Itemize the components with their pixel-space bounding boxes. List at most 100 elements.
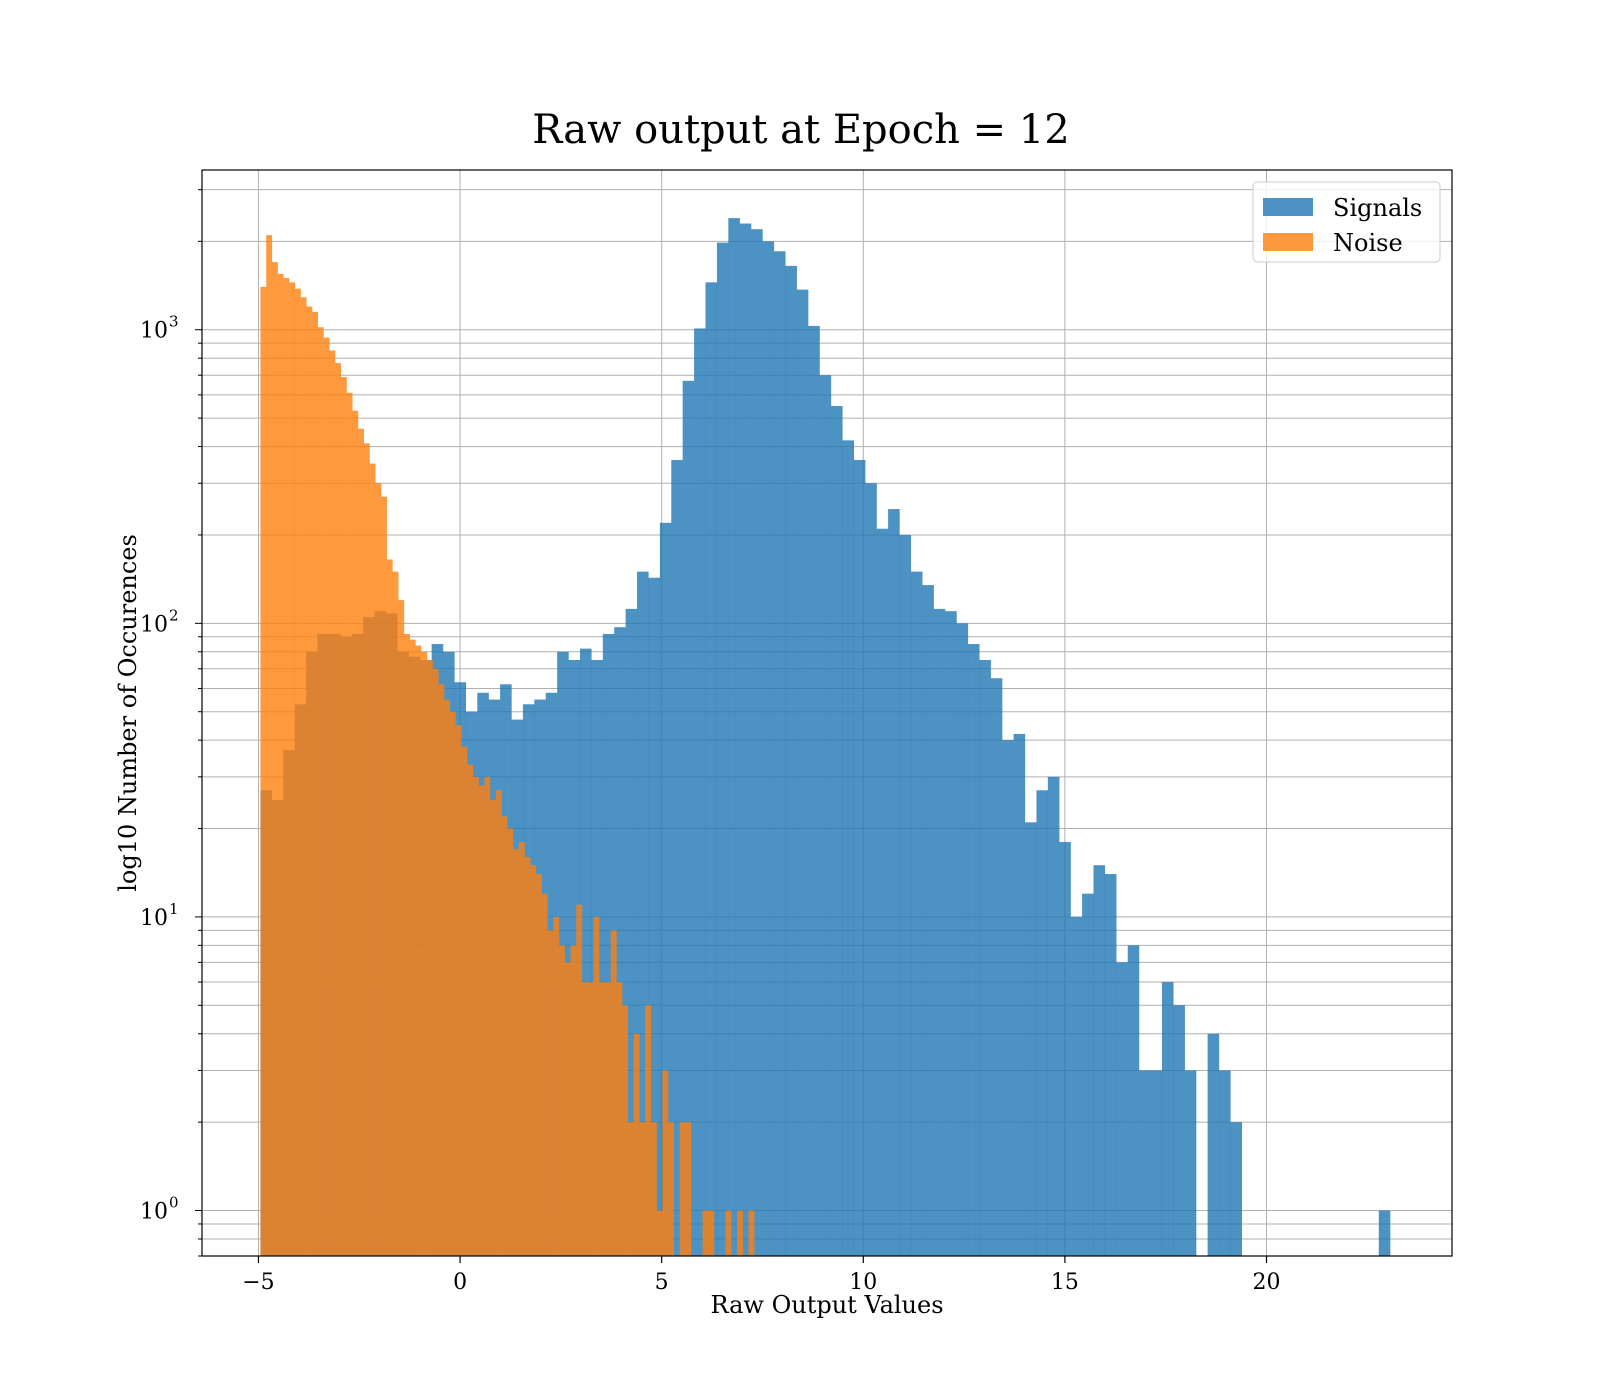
histogram-bar <box>438 684 445 1256</box>
histogram-bar <box>625 608 638 1256</box>
legend-swatch <box>1263 198 1313 216</box>
histogram-bar <box>1059 841 1071 1256</box>
histogram-bar <box>599 982 606 1256</box>
histogram-bar <box>329 350 336 1256</box>
histogram-bar <box>579 648 592 1256</box>
histogram-bar <box>461 746 468 1256</box>
histogram-bar <box>933 608 946 1256</box>
histogram-bar <box>472 776 479 1256</box>
histogram-bar <box>751 229 763 1256</box>
x-tick-label: −5 <box>242 1270 274 1295</box>
histogram-bar <box>507 828 514 1256</box>
histogram-bar <box>785 265 797 1256</box>
histogram-bar <box>1070 916 1083 1256</box>
histogram-bar <box>541 893 548 1256</box>
histogram-bar <box>277 273 284 1256</box>
y-tick-exponent: 0 <box>169 1194 179 1212</box>
y-tick-exponent: 2 <box>169 606 179 624</box>
histogram-bar <box>404 633 410 1256</box>
histogram-bar <box>1207 1033 1220 1256</box>
histogram-bar <box>340 377 347 1256</box>
histogram-bar <box>1139 1070 1151 1256</box>
histogram-bar <box>819 375 832 1257</box>
histogram-bar <box>352 410 359 1256</box>
histogram-bar <box>762 241 775 1257</box>
histogram-bar <box>610 930 617 1256</box>
histogram-bar <box>990 678 1003 1256</box>
legend: Signals Noise <box>1252 181 1441 263</box>
histogram-bar <box>593 916 600 1256</box>
histogram-bar <box>1116 962 1128 1256</box>
histogram-bar <box>381 496 387 1256</box>
x-axis-label: Raw Output Values <box>710 1291 943 1319</box>
histogram-bar <box>1150 1070 1163 1256</box>
histogram-bar <box>650 1122 657 1256</box>
x-tick-label: 0 <box>453 1270 467 1295</box>
histogram-bar <box>708 1210 715 1256</box>
histogram-bar <box>602 633 615 1256</box>
histogram-bar <box>1230 1122 1242 1256</box>
histogram-bar <box>1002 740 1014 1256</box>
histogram-bar <box>1219 1070 1231 1256</box>
histogram-bar <box>831 405 843 1256</box>
histogram-bar <box>375 483 382 1256</box>
histogram-bar <box>716 242 729 1257</box>
y-tick-label: 10 <box>140 319 168 344</box>
histogram-bar <box>662 1070 669 1256</box>
histogram-bar <box>1127 945 1140 1256</box>
histogram-bar <box>682 380 695 1256</box>
histogram-bar <box>728 218 740 1257</box>
histogram-bar <box>773 251 786 1257</box>
histogram-bar <box>536 874 542 1256</box>
legend-label: Signals <box>1333 194 1422 222</box>
histogram-bar <box>1184 1070 1197 1256</box>
histogram-bar <box>432 668 439 1256</box>
histogram-bar <box>398 600 405 1256</box>
histogram-bar <box>1104 874 1117 1256</box>
histogram-bar <box>312 311 319 1257</box>
histogram-bar <box>283 278 290 1256</box>
histogram-bar <box>604 982 611 1256</box>
histogram-bar <box>484 776 491 1256</box>
y-tick-label: 10 <box>140 1200 168 1225</box>
histogram-bar <box>910 571 923 1256</box>
y-tick-exponent: 1 <box>169 900 179 918</box>
plot-frame <box>201 169 1453 1257</box>
histogram-bar <box>409 639 416 1256</box>
histogram-bar <box>705 282 718 1257</box>
histogram-bar <box>392 571 399 1256</box>
histogram-bar <box>627 1122 634 1256</box>
histogram-bar <box>358 428 364 1256</box>
histogram-bar <box>306 306 313 1257</box>
histogram-bar <box>335 363 342 1256</box>
histogram-bar <box>421 651 428 1256</box>
histogram-bar <box>294 288 301 1256</box>
histogram-bar <box>271 262 278 1256</box>
histogram-bars <box>260 218 1391 1257</box>
legend-swatch <box>1263 233 1313 251</box>
histogram-bar <box>1036 790 1048 1256</box>
histogram-bar <box>865 483 877 1256</box>
chart-title: Raw output at Epoch = 12 <box>532 107 1069 153</box>
histogram-bar <box>323 337 330 1256</box>
x-tick-label: 20 <box>1253 1270 1281 1295</box>
histogram-bar <box>530 865 537 1256</box>
histogram-bar <box>668 1122 675 1256</box>
series-noise <box>260 235 755 1257</box>
histogram-bar <box>808 325 820 1257</box>
histogram-bar <box>679 1122 686 1256</box>
histogram-bar <box>888 509 900 1256</box>
histogram-bar <box>513 849 520 1256</box>
histogram-bar <box>1025 822 1037 1256</box>
histogram-bar <box>739 223 752 1257</box>
histogram-bar <box>266 235 273 1257</box>
histogram-bar <box>899 534 912 1256</box>
y-tick-exponent: 3 <box>169 313 179 331</box>
histogram-bar <box>622 1005 629 1256</box>
histogram-bar <box>570 945 577 1256</box>
histogram-bar <box>956 623 969 1256</box>
histogram-bar <box>614 627 626 1256</box>
histogram-bar <box>796 289 809 1256</box>
histogram-bar <box>426 660 433 1256</box>
histogram-bar <box>639 1122 646 1256</box>
